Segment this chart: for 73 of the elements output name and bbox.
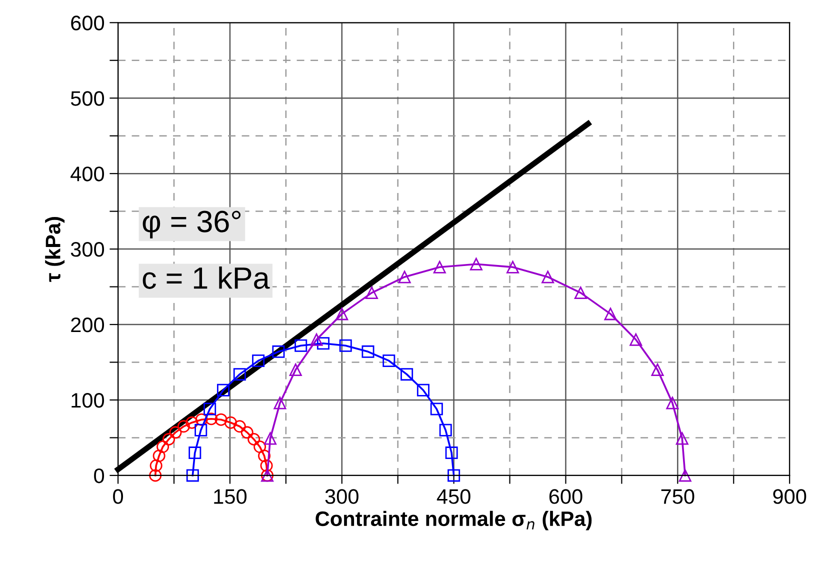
y-tick-label: 0 — [94, 468, 104, 484]
point — [439, 424, 452, 436]
point — [339, 339, 352, 352]
x-tick-label: 0 — [113, 489, 124, 504]
point — [216, 384, 230, 396]
point — [316, 337, 330, 350]
point — [194, 424, 208, 436]
y-axis-title: τ (kPa) — [45, 217, 65, 282]
point — [188, 446, 202, 460]
point — [254, 440, 266, 454]
point — [240, 426, 254, 439]
point — [252, 354, 265, 367]
point — [470, 258, 482, 270]
point — [233, 368, 246, 381]
point — [630, 333, 642, 346]
x-tick-label: 450 — [436, 489, 470, 504]
point — [152, 450, 166, 462]
point — [186, 416, 198, 429]
x-tick-label: 600 — [549, 489, 582, 504]
point — [224, 416, 237, 429]
y-tick-label: 500 — [70, 91, 104, 106]
point — [169, 426, 182, 439]
point — [362, 345, 374, 358]
x-tick-label: 150 — [214, 489, 247, 504]
annotation: φ = 36° — [142, 210, 241, 238]
x-tick-label: 750 — [661, 489, 694, 504]
y-tick-label: 600 — [71, 16, 104, 30]
point — [177, 420, 190, 433]
point — [604, 308, 617, 320]
point — [156, 440, 170, 454]
point — [258, 450, 271, 462]
point — [676, 432, 688, 445]
point — [400, 368, 414, 381]
x-tick-label: 300 — [325, 489, 358, 504]
point — [205, 412, 218, 426]
point — [574, 286, 587, 300]
point — [542, 270, 554, 284]
y-tick-label: 200 — [71, 318, 104, 332]
point — [666, 396, 679, 410]
x-axis-title: Contrainte normale σ$_{n}$ (kPa) — [316, 510, 592, 530]
y-tick-label: 300 — [70, 242, 104, 257]
point — [260, 459, 273, 472]
point — [365, 286, 378, 300]
point — [272, 345, 285, 358]
point — [448, 469, 460, 482]
point — [433, 260, 446, 274]
point — [416, 384, 430, 396]
point — [506, 260, 520, 274]
annotation: c = 1 kPa — [142, 266, 270, 289]
point — [678, 469, 692, 482]
y-tick-label: 400 — [70, 166, 104, 182]
point — [398, 270, 411, 284]
point — [162, 432, 176, 446]
point — [445, 446, 458, 460]
point — [336, 308, 348, 320]
point — [289, 364, 302, 376]
point — [150, 459, 162, 472]
point — [149, 469, 162, 482]
point — [430, 402, 443, 416]
point — [186, 469, 199, 482]
y-tick-label: 100 — [72, 392, 104, 408]
point — [294, 339, 308, 352]
point — [310, 333, 323, 346]
point — [382, 354, 396, 367]
point — [233, 420, 246, 433]
point — [274, 396, 286, 410]
point — [264, 432, 276, 445]
point — [204, 402, 216, 416]
x-tick-label: 900 — [773, 489, 806, 504]
point — [651, 364, 664, 376]
point — [248, 432, 260, 446]
point — [214, 413, 228, 426]
point — [195, 413, 208, 426]
